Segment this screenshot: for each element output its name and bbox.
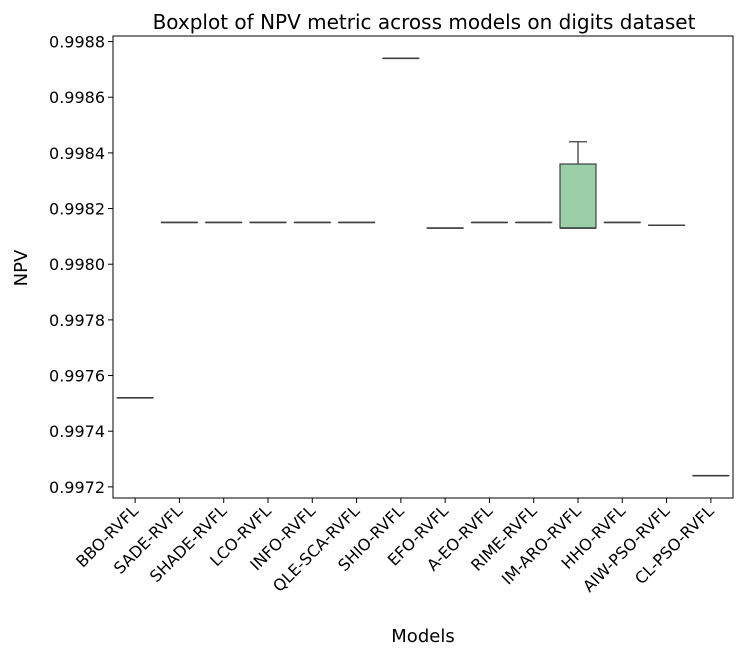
plot-area: BBO-RVFLSADE-RVFLSHADE-RVFLLCO-RVFLINFO-… — [49, 33, 734, 596]
y-tick-label: 0.9980 — [49, 255, 105, 274]
y-tick-label: 0.9976 — [49, 367, 105, 386]
y-tick-label: 0.9972 — [49, 478, 105, 497]
x-tick-label: CL-PSO-RVFL — [631, 501, 718, 588]
box — [559, 163, 597, 229]
x-axis-label: Models — [391, 626, 454, 647]
y-tick-label: 0.9978 — [49, 311, 105, 330]
y-tick-label: 0.9984 — [49, 144, 105, 163]
chart-title: Boxplot of NPV metric across models on d… — [153, 10, 696, 34]
y-tick-label: 0.9988 — [49, 33, 105, 52]
y-tick-label: 0.9986 — [49, 88, 105, 107]
y-tick-label: 0.9982 — [49, 200, 105, 219]
y-tick-label: 0.9974 — [49, 422, 105, 441]
y-axis-label: NPV — [11, 249, 32, 286]
plot-frame — [112, 35, 734, 499]
